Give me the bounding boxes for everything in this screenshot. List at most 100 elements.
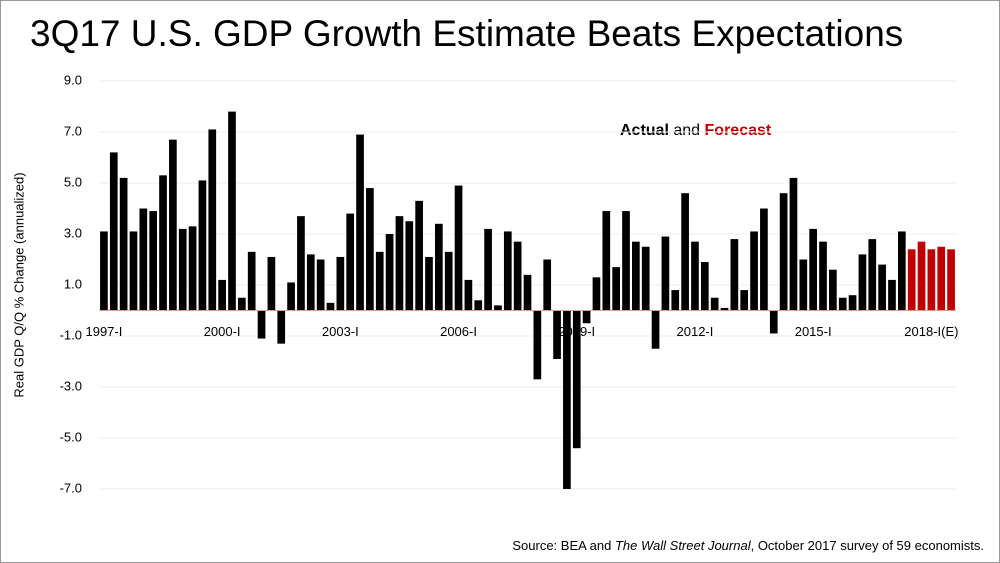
bar <box>454 185 463 311</box>
y-tick-label: -3.0 <box>60 378 82 393</box>
bar <box>937 246 946 311</box>
bar <box>730 239 739 311</box>
bar <box>878 264 886 311</box>
bar <box>316 259 325 311</box>
bar <box>257 310 266 339</box>
bar <box>149 211 158 311</box>
x-tick-label: 1997-I <box>85 324 122 339</box>
bar <box>287 282 295 311</box>
legend: Actual and Forecast <box>620 122 772 139</box>
x-tick-label: 2015-I <box>795 324 832 339</box>
bar <box>691 241 699 311</box>
bar <box>169 139 177 311</box>
bar <box>641 246 650 311</box>
y-tick-label: 9.0 <box>64 72 82 87</box>
bar <box>228 111 236 311</box>
bar <box>277 310 286 344</box>
bar <box>769 310 778 334</box>
bar <box>740 290 749 311</box>
bar <box>838 297 847 311</box>
bar <box>464 279 473 311</box>
bar <box>661 236 670 311</box>
bar <box>484 228 492 311</box>
y-tick-label: 7.0 <box>64 123 82 138</box>
source-text: , October 2017 survey of 59 economists. <box>751 538 984 553</box>
bar <box>474 300 483 311</box>
bar <box>366 188 374 311</box>
bar <box>543 259 552 311</box>
bar <box>494 305 502 311</box>
bar <box>326 302 335 311</box>
bar <box>346 213 355 311</box>
bar <box>917 241 926 311</box>
x-tick-label: 2012-I <box>677 324 714 339</box>
bar <box>592 277 601 311</box>
bar <box>868 239 877 311</box>
bar <box>129 231 138 311</box>
bar <box>720 307 729 311</box>
bar <box>897 231 906 311</box>
bar <box>681 193 689 311</box>
bar <box>267 256 276 311</box>
bar <box>927 249 936 311</box>
bar <box>444 251 453 311</box>
legend-forecast: Forecast <box>705 122 772 139</box>
bar <box>356 134 364 311</box>
chart-title: 3Q17 U.S. GDP Growth Estimate Beats Expe… <box>30 13 903 54</box>
bar <box>671 290 680 311</box>
bar <box>612 267 620 311</box>
x-tick-label: 2009-I <box>558 324 595 339</box>
bar <box>602 211 611 311</box>
source-journal: The Wall Street Journal <box>615 538 752 553</box>
bar <box>198 180 207 311</box>
bar <box>375 251 384 311</box>
bar <box>582 310 591 324</box>
y-tick-label: -5.0 <box>60 429 82 444</box>
bar <box>188 226 197 311</box>
bar <box>750 231 758 311</box>
bar <box>848 295 857 311</box>
bar <box>435 223 443 311</box>
bar <box>306 254 315 311</box>
bar <box>858 254 867 311</box>
x-tick-label: 2003-I <box>322 324 359 339</box>
bar <box>415 200 423 311</box>
bar <box>533 310 542 380</box>
bar <box>572 310 581 449</box>
bar <box>799 259 808 311</box>
bar <box>503 231 512 311</box>
source: Source: BEA and The Wall Street Journal,… <box>512 538 984 553</box>
bar <box>247 251 256 311</box>
bar <box>395 216 404 311</box>
bar <box>336 256 345 311</box>
bar <box>947 249 955 311</box>
bar <box>523 274 532 311</box>
bar <box>513 241 522 311</box>
bar <box>888 279 896 311</box>
bar <box>178 228 187 311</box>
y-axis-title: Real GDP Q/Q % Change (annualized) <box>11 172 26 397</box>
x-tick-label: 2000-I <box>204 324 241 339</box>
bar <box>237 297 246 311</box>
bar <box>651 310 660 349</box>
bar <box>632 241 640 311</box>
bar <box>779 193 788 311</box>
bar <box>907 249 916 311</box>
bar <box>809 228 818 311</box>
bar <box>563 310 571 489</box>
y-tick-label: 1.0 <box>64 276 82 291</box>
bar <box>297 216 305 311</box>
x-tick-label: 2018-I(E) <box>904 324 958 339</box>
bar <box>109 152 118 311</box>
bar <box>622 211 630 311</box>
legend-actual: Actual <box>620 122 669 139</box>
bar <box>405 221 414 311</box>
bar <box>119 177 128 311</box>
bar <box>553 310 561 359</box>
x-tick-label: 2006-I <box>440 324 477 339</box>
bar <box>100 231 108 311</box>
bar <box>385 234 394 311</box>
bar <box>208 129 217 311</box>
bar <box>710 297 719 311</box>
